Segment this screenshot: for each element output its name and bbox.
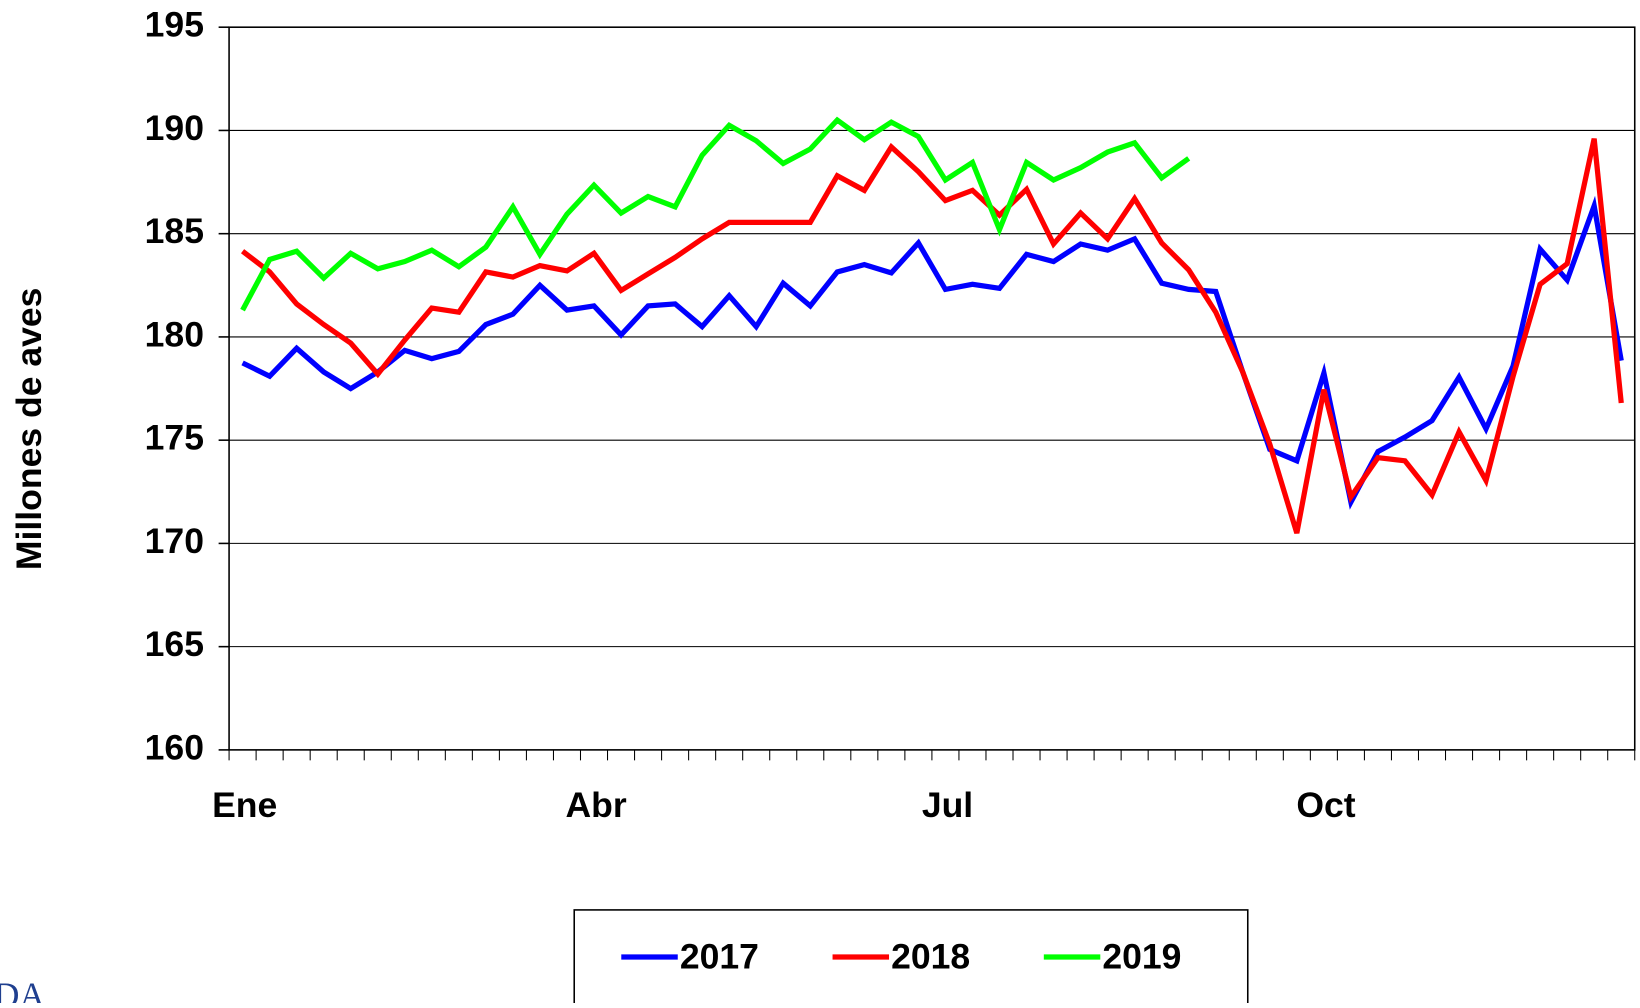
y-tick-label: 185 — [145, 211, 204, 251]
y-tick-label: 190 — [145, 108, 204, 148]
x-tick-label: Jul — [922, 785, 973, 825]
plot-frame — [228, 26, 1636, 751]
legend-label: 2019 — [1102, 936, 1181, 976]
series-line — [240, 116, 1191, 312]
y-tick-label: 165 — [145, 624, 204, 664]
legend-box — [573, 909, 1249, 1008]
x-tick-label: Ene — [212, 785, 277, 825]
y-tick-label: 160 — [145, 727, 204, 767]
legend-label: 2018 — [891, 936, 970, 976]
y-tick-label: 170 — [145, 521, 204, 561]
series-line — [240, 138, 1624, 534]
y-axis-label: Millones de aves — [9, 288, 49, 571]
series-line — [241, 195, 1624, 510]
y-tick-label: 175 — [145, 418, 204, 458]
legend-label: 2017 — [680, 936, 759, 976]
y-tick-label: 180 — [145, 314, 204, 354]
y-tick-label: 195 — [145, 5, 204, 45]
x-tick-label: Oct — [1296, 785, 1355, 825]
logo: DA — [0, 975, 45, 1003]
x-tick-label: Abr — [565, 785, 626, 825]
